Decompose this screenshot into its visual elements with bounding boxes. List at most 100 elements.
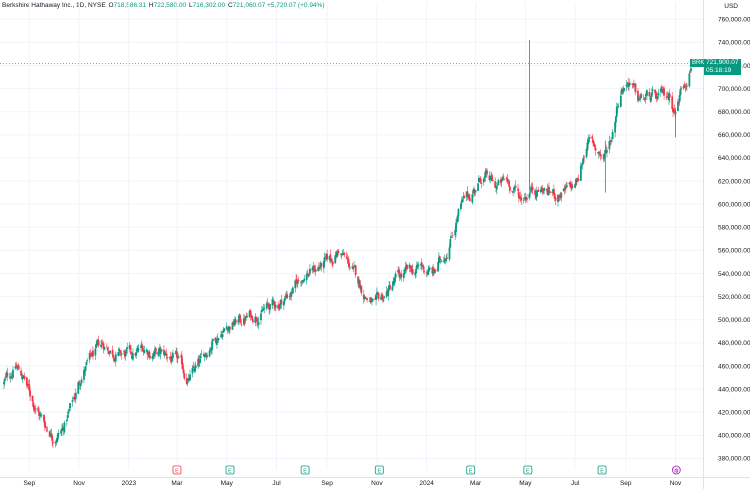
legend-low-label: L — [188, 2, 193, 9]
candle-body — [330, 258, 333, 262]
x-tick-label: May — [221, 480, 234, 487]
candle-body — [226, 327, 229, 331]
candle-body — [326, 254, 329, 260]
candle-body — [83, 370, 85, 380]
candle-body — [251, 315, 253, 320]
candle-body — [663, 88, 665, 96]
candle-body — [23, 375, 26, 379]
candle-body — [392, 281, 395, 286]
event-marker[interactable] — [172, 465, 182, 475]
candle-body — [632, 83, 634, 85]
events: E E E E E E E ⚙ — [172, 465, 681, 475]
candle-body — [165, 353, 168, 356]
candle-body — [318, 268, 321, 270]
candle-body — [454, 230, 457, 236]
candle-body — [191, 367, 194, 374]
candle-body — [352, 266, 355, 270]
candle-body — [300, 281, 302, 283]
y-tick-label: 500,000.00 — [718, 317, 750, 324]
candle-body — [672, 108, 674, 113]
candle-body — [318, 267, 320, 268]
candle-body — [380, 297, 382, 300]
event-marker[interactable] — [225, 465, 235, 475]
candle-body — [415, 264, 418, 270]
candle-body — [216, 338, 218, 345]
event-marker[interactable] — [597, 465, 607, 475]
candle-body — [628, 83, 630, 87]
candle-body — [617, 105, 620, 107]
candle-body — [260, 313, 262, 321]
candle-body — [103, 346, 106, 350]
candle-body — [651, 89, 654, 91]
event-marker[interactable] — [300, 465, 310, 475]
candle-body — [171, 353, 174, 359]
candle-body — [92, 350, 94, 357]
candle-body — [145, 349, 148, 352]
candle-body — [132, 353, 134, 360]
candle-body — [37, 407, 40, 412]
candle-body — [460, 200, 463, 204]
candle-body — [29, 390, 32, 397]
candle-body — [364, 296, 367, 298]
event-marker[interactable] — [523, 465, 533, 475]
candle-body — [537, 190, 540, 192]
candle-body — [463, 196, 466, 199]
candle-body — [547, 188, 550, 196]
candle-body — [422, 265, 425, 270]
candle-body — [587, 139, 590, 145]
legend-close-label: C — [227, 2, 233, 9]
candle-body — [414, 272, 417, 276]
candle-body — [102, 343, 105, 350]
candle-body — [387, 288, 390, 296]
candle-body — [455, 223, 457, 232]
candle-body — [599, 153, 602, 156]
candle-body — [17, 365, 20, 370]
event-marker[interactable] — [374, 465, 384, 475]
candle-body — [206, 355, 209, 358]
candle-body — [484, 172, 487, 178]
candle-body — [222, 329, 225, 333]
candle-body — [54, 442, 57, 444]
candle-body — [446, 257, 448, 259]
candle-body — [214, 337, 217, 341]
legend-high-label: H — [148, 2, 154, 9]
candle-body — [548, 186, 550, 191]
candle-body — [648, 91, 651, 97]
candle-body — [445, 258, 448, 261]
candle-body — [398, 270, 400, 274]
candle-body — [33, 405, 36, 410]
y-tick-label: 600,000.00 — [718, 201, 750, 208]
candle-body — [592, 139, 594, 144]
candle-body — [619, 95, 622, 107]
candle-body — [440, 260, 443, 263]
candle-body — [534, 190, 537, 195]
candle-body — [432, 268, 435, 275]
candle-body — [143, 350, 146, 354]
candle-body — [528, 193, 531, 199]
candle-body — [539, 189, 542, 193]
candle-body — [345, 256, 348, 259]
candle-body — [200, 354, 203, 355]
candle-body — [181, 363, 184, 370]
candle-body — [457, 209, 460, 216]
candle-body — [501, 177, 504, 181]
candle-body — [598, 151, 601, 155]
candle-body — [450, 236, 453, 238]
candle-body — [609, 142, 612, 144]
candle-body — [211, 341, 213, 350]
candle-body — [3, 381, 5, 384]
candle-body — [208, 350, 211, 357]
candle-body — [461, 198, 464, 202]
candle-body — [89, 352, 92, 354]
candle-body — [294, 280, 297, 289]
candle-body — [107, 350, 110, 354]
candle-body — [269, 304, 271, 310]
candle-body — [20, 370, 23, 376]
candle-body — [642, 98, 645, 100]
event-marker[interactable] — [466, 465, 476, 475]
event-marker[interactable] — [671, 465, 681, 475]
candle-body — [553, 193, 556, 199]
candle-body — [94, 348, 97, 356]
